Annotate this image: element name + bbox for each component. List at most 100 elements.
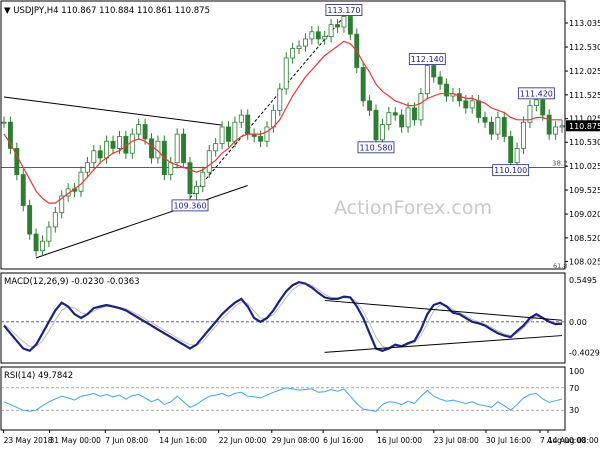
price-annotations: 113.170 112.140 111.420 110.580 110.100 109.3… xyxy=(171,4,555,212)
candle-body xyxy=(46,226,52,242)
price-axis-label: 111.525 xyxy=(569,91,600,100)
candle-body xyxy=(136,124,142,135)
candle-body xyxy=(232,121,238,142)
time-label: 22 Jun 00:00 xyxy=(219,436,267,445)
candle-body xyxy=(521,121,526,149)
candle-body xyxy=(302,38,308,47)
macd-axis-label: -0.4029 xyxy=(569,349,600,358)
candle-body xyxy=(463,100,469,109)
time-label: 7 Aug 00:00 xyxy=(540,436,586,445)
candle-body xyxy=(206,150,212,173)
candle-body xyxy=(52,212,58,228)
candle-body xyxy=(27,205,33,235)
candle-body xyxy=(360,67,366,102)
candle-body xyxy=(226,126,231,142)
candle-body xyxy=(341,16,347,28)
candle-body xyxy=(181,133,187,164)
macd-axis-label: 0.5495 xyxy=(569,276,597,285)
annotation-label: 110.100 xyxy=(494,166,527,175)
candle-body xyxy=(296,45,302,49)
candle-body xyxy=(315,31,321,40)
candle-body xyxy=(405,107,411,128)
candle-body xyxy=(238,114,244,123)
candle-body xyxy=(546,114,552,135)
candle-body xyxy=(142,124,148,140)
time-label: 29 Jun 08:00 xyxy=(272,436,320,445)
candle-body xyxy=(553,126,559,135)
candle-body xyxy=(456,93,462,102)
time-label: 14 Jun 16:00 xyxy=(159,436,207,445)
macd-trendline xyxy=(324,335,563,353)
trendline-flag-bottom xyxy=(35,185,248,259)
candle-body xyxy=(245,114,251,135)
candle-body xyxy=(533,99,539,106)
candle-body xyxy=(219,126,225,145)
candle-body xyxy=(527,105,533,123)
candle-body xyxy=(347,16,353,35)
macd-signal-line xyxy=(3,283,563,350)
annotation-label: 113.170 xyxy=(327,6,360,15)
candle-body xyxy=(309,31,315,40)
candle-body xyxy=(514,147,520,164)
annotation-label: 110.580 xyxy=(359,143,392,152)
annotation-label: 111.420 xyxy=(520,89,553,98)
candle-body xyxy=(174,133,180,164)
annotation-box xyxy=(492,164,530,177)
time-label: 31 May 00:00 xyxy=(50,436,102,445)
candle-body xyxy=(437,76,443,85)
open-value: 110.867 xyxy=(61,6,96,16)
macd-panel-frame xyxy=(0,272,566,364)
high-value: 110.884 xyxy=(99,6,134,16)
macd-axis-label: 0.00 xyxy=(569,318,587,327)
candle-body xyxy=(270,109,276,128)
price-axis-label: 112.025 xyxy=(569,67,600,76)
candle-body xyxy=(7,121,13,149)
price-axis-label: 113.035 xyxy=(569,19,600,28)
time-label: 30 Jul 16:00 xyxy=(486,436,531,445)
fib-level-line: 38.2 61.8 xyxy=(1,159,568,270)
candle-body xyxy=(91,150,97,164)
candle-body xyxy=(495,117,501,135)
price-axis-label: 108.520 xyxy=(569,234,600,243)
candle-body xyxy=(59,195,65,214)
candle-body xyxy=(412,107,417,121)
annotation-box xyxy=(357,141,395,154)
candle-body xyxy=(431,65,437,78)
candle-body xyxy=(469,100,475,109)
price-axis-label: 112.530 xyxy=(569,43,600,52)
last-price-box xyxy=(566,120,600,132)
candle-body xyxy=(290,48,296,59)
candle-body xyxy=(367,100,373,111)
last-price-label: 110.875 xyxy=(569,122,600,131)
time-label: 23 Jul 08:00 xyxy=(434,436,479,445)
moving-average xyxy=(3,40,562,204)
candle-body xyxy=(482,117,488,123)
candle-body xyxy=(488,121,494,135)
time-label: 7 Jun 08:00 xyxy=(105,436,148,445)
macd-line xyxy=(3,280,563,353)
chart-header: ▼ USDJPY,H4 110.867 110.884 110.861 110.… xyxy=(4,6,210,16)
macd-trendline xyxy=(324,299,563,321)
price-axis-label: 110.530 xyxy=(569,138,600,147)
price-panel-frame xyxy=(0,0,566,270)
candle-body xyxy=(40,240,45,252)
candle-body xyxy=(187,162,193,195)
price-axis-label: 109.525 xyxy=(569,186,600,195)
candle-body xyxy=(258,136,264,142)
candle-body xyxy=(373,109,379,141)
candle-body xyxy=(213,143,219,152)
header-arrow-icon: ▼ xyxy=(4,6,13,16)
macd-panel: 0.5495 0.00 -0.4029 xyxy=(1,276,600,358)
annotation-box xyxy=(325,4,363,16)
rsi-panel: 100 70 30 xyxy=(1,367,584,415)
candle-body xyxy=(193,186,199,195)
price-axis: 113.035 112.530 112.025 111.525 111.025 110.5… xyxy=(565,19,600,266)
candle-body xyxy=(14,147,20,175)
symbol-label: USDJPY,H4 xyxy=(13,6,58,16)
price-axis-label: 109.020 xyxy=(569,210,600,219)
rsi-title: RSI(14) 49.7842 xyxy=(4,371,73,381)
candle-body xyxy=(129,133,135,154)
